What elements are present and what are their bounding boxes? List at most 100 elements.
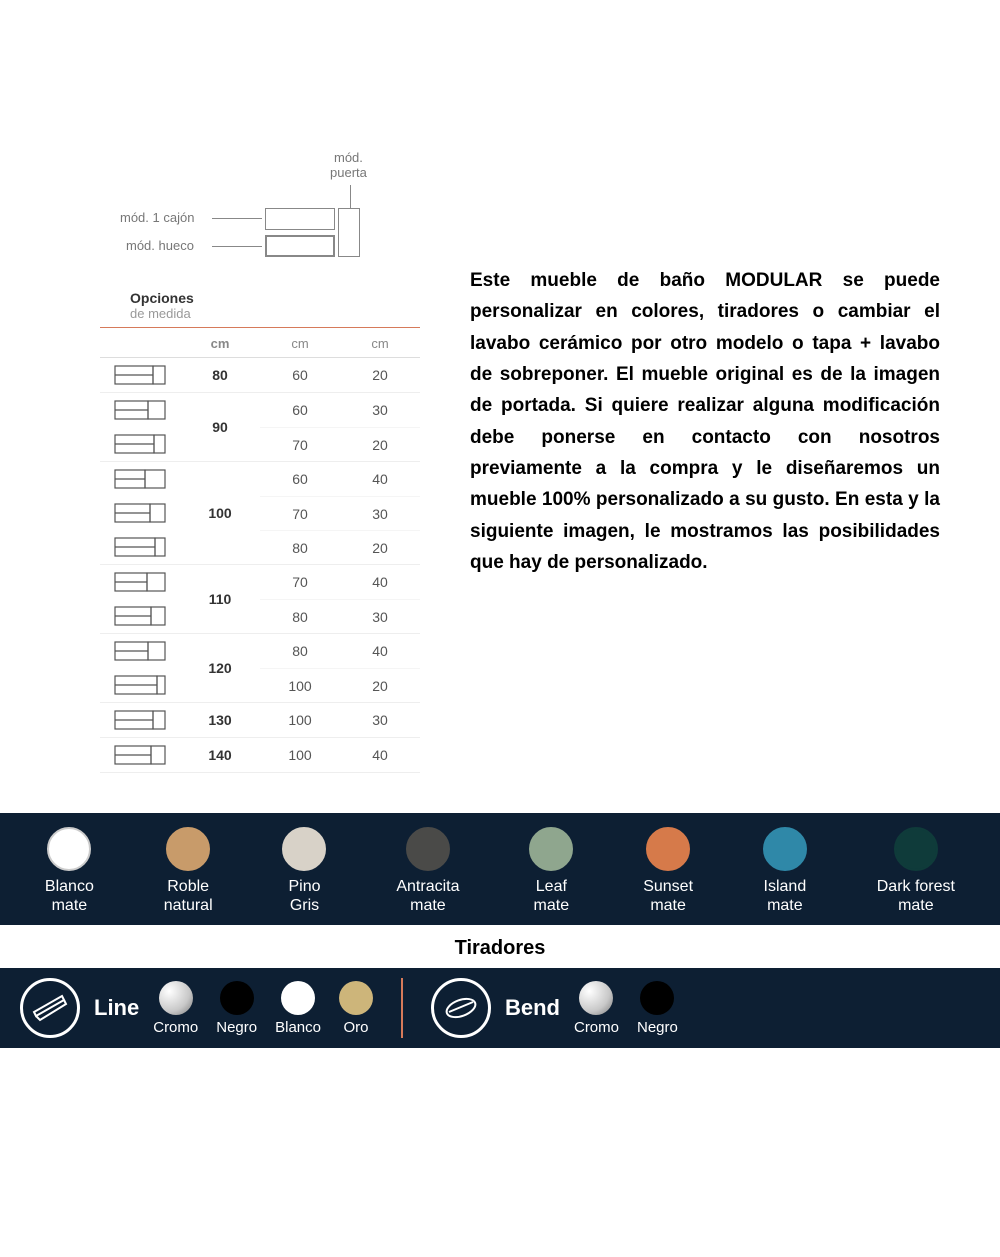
total-width-cell: 110 [180,565,260,633]
handle-color-item[interactable]: Cromo [153,981,198,1036]
cell-b: 80 [260,609,340,625]
total-width-cell: 140 [180,738,260,772]
module-icon [100,599,180,633]
module-icon [100,393,180,427]
table-group: 9060307020 [100,393,420,462]
cell-b: 70 [260,437,340,453]
options-title: Opciones [100,290,420,306]
table-row: 7020 [260,427,420,461]
module-icon [100,668,180,702]
handle-color-label: Oro [343,1019,368,1036]
cell-c: 40 [340,471,420,487]
cell-b: 70 [260,506,340,522]
handle-color-label: Negro [216,1019,257,1036]
cell-b: 100 [260,747,340,763]
header-cm-3: cm [340,336,420,351]
color-label-1: Leaf [536,877,567,896]
cell-b: 60 [260,367,340,383]
module-diagram: mód. puerta mód. 1 cajón mód. hueco [100,180,420,280]
cell-c: 30 [340,712,420,728]
module-icon [100,462,180,496]
handle-color-item[interactable]: Cromo [574,981,619,1036]
table-row: 7040 [260,565,420,599]
handle-color-swatch [159,981,193,1015]
handle-color-item[interactable]: Negro [216,981,257,1036]
color-swatch-item[interactable]: Pino Gris [282,827,326,915]
color-swatch-item[interactable]: Roble natural [164,827,213,915]
color-swatch [166,827,210,871]
cell-b: 80 [260,643,340,659]
color-swatch [529,827,573,871]
module-icon [100,530,180,564]
color-label-2: mate [650,896,686,915]
handle-color-item[interactable]: Oro [339,981,373,1036]
color-label-1: Antracita [396,877,459,896]
bend-handle-icon [431,978,491,1038]
table-header: cm cm cm [100,327,420,357]
color-label-2: Gris [290,896,319,915]
color-swatch-item[interactable]: Leaf mate [529,827,573,915]
color-swatch [894,827,938,871]
cell-c: 20 [340,540,420,556]
cell-c: 30 [340,402,420,418]
handle-color-item[interactable]: Blanco [275,981,321,1036]
module-icon [100,634,180,668]
product-description: Este mueble de baño MODULAR se puede per… [470,180,970,578]
color-label-1: Roble [167,877,209,896]
size-table: 806020 9060307020 100604070308020 110704… [100,357,420,773]
handle-color-swatch [220,981,254,1015]
color-label-2: mate [52,896,88,915]
handle-color-label: Cromo [574,1019,619,1036]
color-label-2: mate [898,896,934,915]
cell-c: 30 [340,506,420,522]
table-group: 11070408030 [100,565,420,634]
header-cm-1: cm [180,336,260,351]
cell-b: 60 [260,402,340,418]
top-section: mód. puerta mód. 1 cajón mód. hueco Opci… [0,180,1000,773]
module-icon [100,565,180,599]
color-swatch-item[interactable]: Dark forest mate [877,827,955,915]
table-group: 806020 [100,358,420,393]
handle-color-item[interactable]: Negro [637,981,678,1036]
table-row: 8020 [260,530,420,564]
color-swatch [763,827,807,871]
module-icon [100,427,180,461]
color-swatch [282,827,326,871]
color-label-2: mate [534,896,570,915]
table-row: 10030 [260,703,420,737]
cell-b: 80 [260,540,340,556]
total-width-cell: 100 [180,462,260,564]
table-row: 6020 [260,358,420,392]
cell-c: 40 [340,643,420,659]
module-icon [100,496,180,530]
handles-bar: Line Cromo Negro Blanco Oro Bend Cromo N… [0,968,1000,1048]
options-subtitle: de medida [100,306,420,321]
color-swatch-item[interactable]: Island mate [763,827,807,915]
color-swatches-bar: Blanco mate Roble natural Pino Gris Antr… [0,813,1000,925]
label-mod-puerta: mód. puerta [330,150,367,180]
color-swatch [646,827,690,871]
color-swatch-item[interactable]: Blanco mate [45,827,94,915]
cell-c: 20 [340,437,420,453]
color-swatch-item[interactable]: Antracita mate [396,827,459,915]
line-handle-icon [20,978,80,1038]
table-group: 13010030 [100,703,420,738]
module-icon [100,358,180,392]
line-label: Line [94,995,139,1021]
table-row: 6040 [260,462,420,496]
cell-b: 70 [260,574,340,590]
color-swatch-item[interactable]: Sunset mate [643,827,693,915]
header-cm-2: cm [260,336,340,351]
color-label-1: Island [764,877,807,896]
cell-c: 40 [340,747,420,763]
table-group: 120804010020 [100,634,420,703]
table-row: 10040 [260,738,420,772]
color-swatch [47,827,91,871]
cell-b: 100 [260,678,340,694]
label-mod-cajon: mód. 1 cajón [120,210,194,225]
color-swatch [406,827,450,871]
color-label-1: Blanco [45,877,94,896]
handle-color-label: Blanco [275,1019,321,1036]
cell-c: 20 [340,367,420,383]
cell-b: 60 [260,471,340,487]
